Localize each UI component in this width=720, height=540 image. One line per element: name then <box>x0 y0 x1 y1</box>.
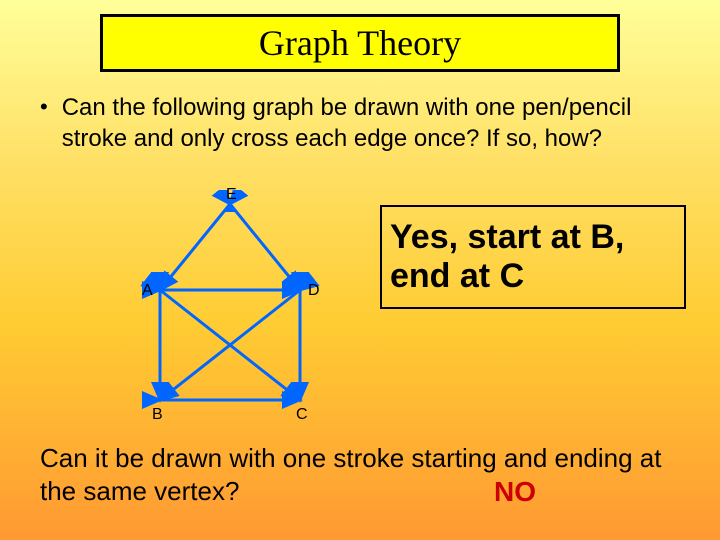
answer-text: Yes, start at B, end at C <box>390 218 684 296</box>
answer-box: Yes, start at B, end at C <box>380 205 686 309</box>
question1-text: Can the following graph be drawn with on… <box>62 92 680 154</box>
page-title: Graph Theory <box>259 22 461 64</box>
graph-diagram: EADBC <box>130 190 350 420</box>
bullet-dot: • <box>40 92 48 154</box>
title-box: Graph Theory <box>100 14 620 72</box>
node-label-C: C <box>296 406 308 424</box>
answer-no: NO <box>494 476 536 508</box>
question2: Can it be drawn with one stroke starting… <box>40 442 680 507</box>
node-label-A: A <box>142 282 153 300</box>
graph-svg <box>130 190 350 420</box>
question1: • Can the following graph be drawn with … <box>40 92 680 154</box>
node-label-B: B <box>152 406 163 424</box>
node-label-D: D <box>308 282 320 300</box>
node-label-E: E <box>226 186 237 204</box>
question2-text: Can it be drawn with one stroke starting… <box>40 443 662 506</box>
